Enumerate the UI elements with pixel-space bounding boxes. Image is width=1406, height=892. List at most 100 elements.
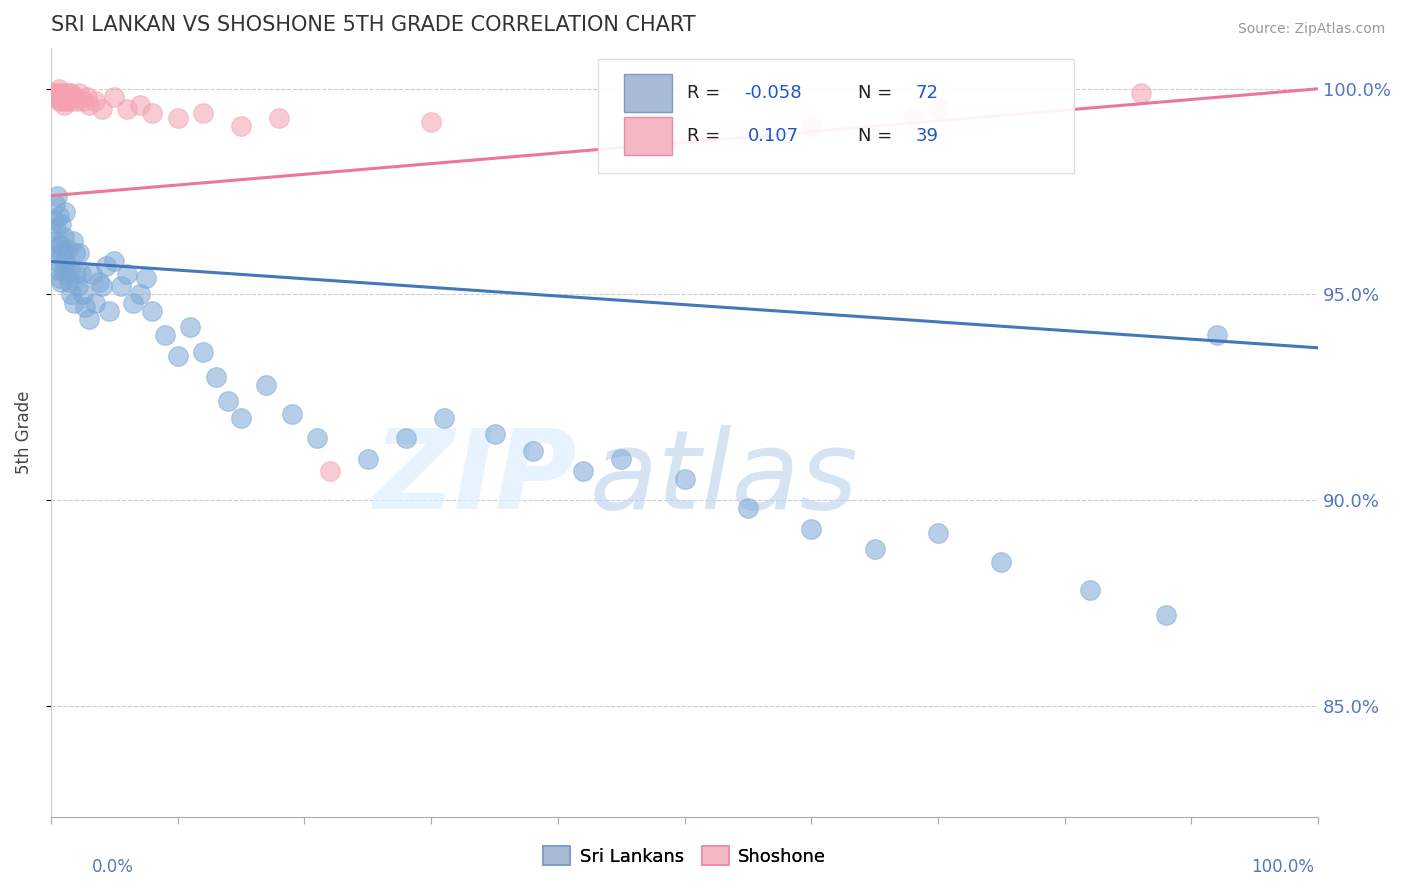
Point bbox=[44, 90, 66, 104]
Point bbox=[46, 188, 69, 202]
Point bbox=[45, 242, 67, 256]
Point bbox=[94, 259, 117, 273]
Point bbox=[42, 213, 65, 227]
Point bbox=[53, 205, 76, 219]
Point bbox=[76, 90, 98, 104]
Point bbox=[281, 407, 304, 421]
Legend: Sri Lankans, Shoshone: Sri Lankans, Shoshone bbox=[536, 839, 832, 873]
Point bbox=[48, 262, 70, 277]
Point bbox=[229, 410, 252, 425]
Point bbox=[52, 262, 75, 277]
Point bbox=[49, 90, 72, 104]
Point bbox=[269, 111, 291, 125]
Point bbox=[53, 86, 76, 100]
Point bbox=[204, 369, 226, 384]
Point bbox=[72, 287, 94, 301]
Point bbox=[80, 267, 103, 281]
Point bbox=[53, 254, 76, 268]
Point bbox=[128, 287, 150, 301]
Point bbox=[56, 90, 79, 104]
Point bbox=[800, 119, 823, 133]
Point bbox=[166, 349, 188, 363]
Point bbox=[75, 300, 97, 314]
Point bbox=[395, 431, 418, 445]
Point bbox=[135, 271, 157, 285]
Point bbox=[66, 279, 89, 293]
Point bbox=[52, 229, 75, 244]
Point bbox=[990, 555, 1012, 569]
Text: N =: N = bbox=[858, 84, 898, 102]
Point bbox=[49, 238, 72, 252]
Point bbox=[90, 103, 112, 117]
Point bbox=[256, 377, 278, 392]
Point bbox=[58, 86, 80, 100]
Point bbox=[319, 464, 342, 478]
Point bbox=[433, 410, 456, 425]
Point bbox=[800, 522, 823, 536]
Y-axis label: 5th Grade: 5th Grade bbox=[15, 391, 32, 474]
Point bbox=[673, 472, 696, 486]
Text: 100.0%: 100.0% bbox=[1251, 858, 1315, 876]
Point bbox=[103, 90, 125, 104]
Point bbox=[63, 246, 86, 260]
Point bbox=[63, 295, 86, 310]
Point bbox=[46, 254, 69, 268]
Point bbox=[927, 103, 949, 117]
Point bbox=[51, 275, 73, 289]
FancyBboxPatch shape bbox=[624, 74, 672, 112]
Text: N =: N = bbox=[858, 127, 898, 145]
Point bbox=[141, 106, 163, 120]
Point bbox=[70, 267, 93, 281]
Point bbox=[98, 303, 121, 318]
Point bbox=[77, 98, 100, 112]
Point bbox=[58, 275, 80, 289]
Point bbox=[1205, 328, 1227, 343]
Point bbox=[89, 275, 111, 289]
Text: R =: R = bbox=[688, 127, 725, 145]
Point bbox=[48, 82, 70, 96]
Text: 0.107: 0.107 bbox=[748, 127, 799, 145]
Point bbox=[67, 86, 90, 100]
Text: 72: 72 bbox=[915, 84, 938, 102]
Point bbox=[153, 328, 176, 343]
Point bbox=[49, 271, 72, 285]
Point bbox=[115, 103, 138, 117]
Text: R =: R = bbox=[688, 84, 725, 102]
Point bbox=[51, 94, 73, 108]
Point bbox=[62, 234, 84, 248]
Text: atlas: atlas bbox=[589, 425, 858, 532]
Point bbox=[863, 542, 886, 557]
Point bbox=[103, 254, 125, 268]
Point bbox=[191, 106, 214, 120]
Point bbox=[357, 451, 380, 466]
Point bbox=[45, 86, 67, 100]
FancyBboxPatch shape bbox=[599, 59, 1074, 173]
Point bbox=[420, 114, 443, 128]
Point bbox=[51, 246, 73, 260]
Point bbox=[59, 262, 82, 277]
Point bbox=[572, 464, 595, 478]
FancyBboxPatch shape bbox=[624, 117, 672, 155]
Point bbox=[44, 234, 66, 248]
Point bbox=[60, 287, 83, 301]
Point bbox=[128, 98, 150, 112]
Text: -0.058: -0.058 bbox=[744, 84, 801, 102]
Point bbox=[737, 501, 759, 516]
Point bbox=[522, 443, 544, 458]
Point bbox=[56, 242, 79, 256]
Point bbox=[307, 431, 329, 445]
Point bbox=[67, 246, 90, 260]
Point bbox=[610, 451, 633, 466]
Point bbox=[46, 86, 69, 100]
Point bbox=[229, 119, 252, 133]
Point bbox=[217, 394, 239, 409]
Point bbox=[59, 94, 82, 108]
Point bbox=[51, 218, 73, 232]
Point bbox=[84, 295, 107, 310]
Point bbox=[122, 295, 145, 310]
Point bbox=[1129, 86, 1152, 100]
Point bbox=[179, 320, 201, 334]
Point bbox=[110, 279, 132, 293]
Text: ZIP: ZIP bbox=[374, 425, 576, 532]
Point bbox=[484, 427, 506, 442]
